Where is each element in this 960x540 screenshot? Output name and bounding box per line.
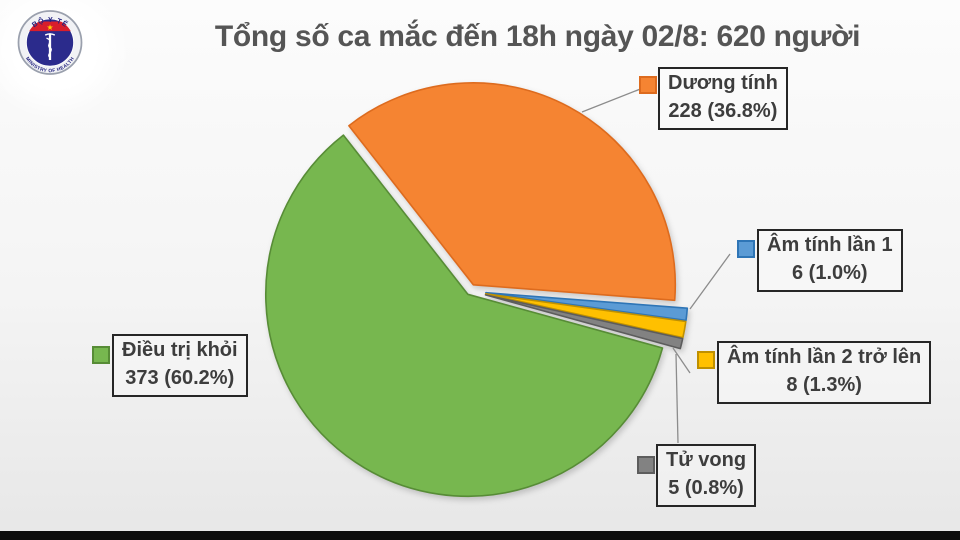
pie-slice-1 — [485, 291, 689, 322]
legend-label: Dương tính — [668, 72, 778, 94]
legend-leader-line-1 — [689, 253, 731, 310]
legend-value: 8 (1.3%) — [786, 373, 862, 396]
chart-title: Tổng số ca mắc đến 18h ngày 02/8: 620 ng… — [214, 20, 861, 53]
legend-label: Âm tính lần 2 trở lên — [727, 346, 922, 368]
legend-box-am-tinh-lan-2: Âm tính lần 2 trở lên 8 (1.3%) — [717, 341, 932, 405]
logo-red-band — [26, 21, 74, 32]
legend-value: 228 (36.8%) — [668, 99, 778, 122]
legend-box-am-tinh-lan-1: Âm tính lần 1 6 (1.0%) — [757, 229, 903, 293]
legend-marker-tu-vong — [637, 456, 655, 474]
legend-marker-dieu-tri-khoi — [92, 346, 110, 364]
ministry-of-health-logo: ★ BỘ Y TẾ MINISTRY OF HEALTH — [8, 4, 92, 88]
legend-value: 373 (60.2%) — [125, 366, 235, 389]
legend-marker-duong-tinh — [639, 76, 657, 94]
pie-slice-4 — [265, 134, 664, 498]
legend-box-dieu-tri-khoi: Điều trị khỏi 373 (60.2%) — [112, 334, 248, 398]
legend-marker-am-tinh-lan-2 — [697, 351, 715, 369]
legend-leader-line-2 — [672, 347, 691, 374]
pie-slice-2 — [484, 293, 687, 339]
legend-label: Tử vong — [666, 449, 747, 471]
pie-slice-3 — [484, 294, 684, 350]
logo-top-text: BỘ Y TẾ — [31, 16, 71, 30]
rod-of-asclepius-icon — [44, 33, 56, 60]
legend-leader-line-3 — [675, 353, 679, 444]
logo-star-icon: ★ — [46, 23, 53, 32]
legend-box-tu-vong: Tử vong 5 (0.8%) — [656, 444, 757, 508]
legend-label: Âm tính lần 1 — [767, 234, 893, 256]
legend-marker-am-tinh-lan-1 — [737, 240, 755, 258]
legend-box-duong-tinh: Dương tính 228 (36.8%) — [658, 67, 788, 131]
legend-label: Điều trị khỏi — [122, 339, 238, 361]
pie-slice-0 — [348, 82, 677, 302]
legend-value: 6 (1.0%) — [791, 261, 868, 284]
moh-logo-svg: ★ BỘ Y TẾ MINISTRY OF HEALTH — [17, 10, 83, 75]
footer-bar — [0, 531, 960, 540]
legend-value: 5 (0.8%) — [668, 476, 744, 499]
legend-leader-line-0 — [581, 85, 649, 113]
